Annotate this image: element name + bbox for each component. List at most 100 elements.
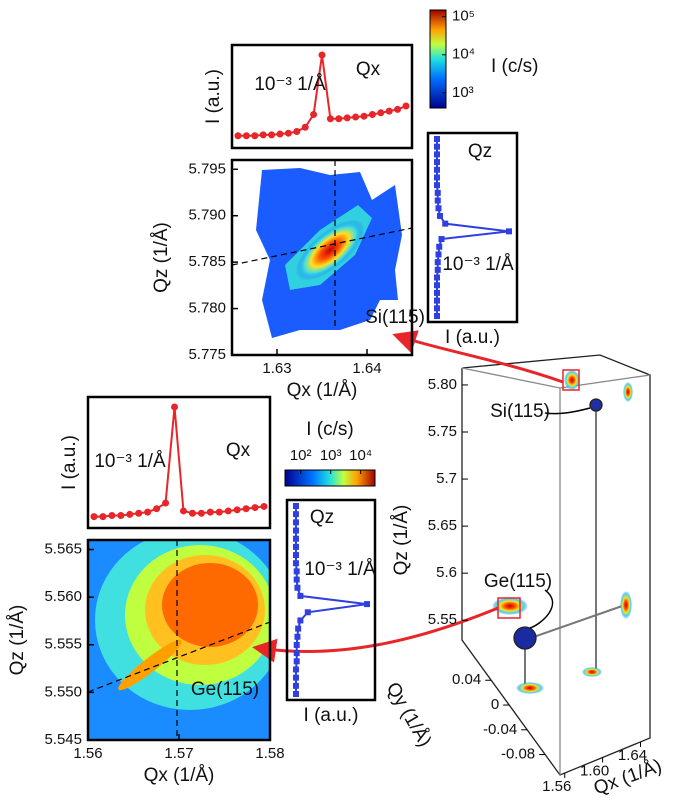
profile-point [506,228,512,235]
profile-point [292,535,299,542]
colorbar-title: I (c/s) [306,419,354,440]
profile-point [434,305,440,312]
y-tick-label: 5.565 [44,540,82,557]
profile-point [434,166,440,173]
profile-point [117,511,125,519]
profile-point [293,641,300,648]
profile-point [292,511,299,518]
profile-point [442,220,449,227]
profile-point [179,507,187,515]
profile-point [276,130,284,138]
profile-point [292,560,299,567]
profile-point [434,297,440,304]
profile-point [215,508,223,516]
z-tick-label: 5.65 [428,517,457,534]
profile-point [394,105,402,113]
x-tick-label: 1.63 [262,360,291,377]
profile-point [434,313,440,319]
profile-point [434,136,440,142]
profile-point [144,508,152,516]
z-tick-label: 5.75 [428,423,457,440]
profile-point [292,527,299,534]
profile-point [437,212,443,219]
y-tick-label: 5.775 [188,346,226,363]
y-tick-label: -0.08 [501,746,535,763]
profile-point [435,251,442,258]
y-axis-label: Qz (1/Å) [151,222,172,293]
profile-point [251,504,259,512]
profile-point [259,131,267,139]
profile-point [352,113,360,121]
profile-point [292,682,299,689]
profile-point [434,182,440,189]
annotation: Qz [310,507,334,528]
z-tick-label: 5.6 [436,564,457,581]
profile-point [385,107,393,115]
profile-point [292,552,299,559]
z-tick-label: 5.7 [436,470,457,487]
annotation: Si(115) [365,307,425,328]
y-tick-label: 5.795 [188,160,226,177]
y-tick-label: -0.04 [483,721,517,738]
y-axis-label: Qy (1/Å) [382,679,436,751]
colorbar-tick-label: 10³ [452,84,474,101]
profile-point [294,584,301,591]
profile-point [292,519,299,526]
y-axis-label: I (a.u.) [59,435,80,490]
profile-point [90,513,98,521]
x-tick-label: 1.56 [542,778,571,795]
x-axis-label: I (a.u.) [304,705,359,726]
profile-point [293,658,300,665]
profile-point [310,111,318,118]
profile-point [292,691,299,697]
annotation: 10⁻³ 1/Å [254,74,326,95]
profile-point [368,111,376,118]
profile-point [301,123,309,131]
connector-arrows [252,330,591,663]
profile-point [434,143,440,150]
colorbar-tick-label: 10⁵ [452,8,475,25]
profile-point [318,51,326,59]
frame [230,158,414,357]
profile-point [304,609,311,616]
y-axis-label: I (a.u.) [203,69,224,124]
profile-point [292,503,299,509]
x-tick-label: 1.58 [255,745,284,762]
x-axis-label: Qx (1/Å) [287,380,358,401]
profile-point [153,505,161,513]
profile-point [343,114,351,122]
colorbar-tick-label: 10³ [320,447,342,464]
profile-point [108,511,116,519]
colorbar-tick-label: 10⁴ [452,46,475,63]
profile-point [377,109,385,117]
y-tick-label: 5.560 [44,588,82,605]
profile-point [197,509,205,517]
colorbar-title: I (c/s) [491,56,539,77]
y-tick-label: 5.780 [188,300,226,317]
profile-point [434,174,440,181]
frame [86,395,272,530]
x-tick-label: 1.64 [352,360,381,377]
annotation: Qx [226,440,251,461]
y-tick-label: 0 [491,696,499,713]
profile-point [434,266,441,273]
x-tick-label: 1.56 [73,745,102,762]
colorbar-tick-label: 10⁴ [349,447,372,464]
profile-point [434,282,440,289]
x-tick-label: 1.64 [618,747,647,764]
profile-point [126,510,134,518]
profile-point [435,205,442,212]
profile-point [297,592,304,599]
profile-point [293,568,300,575]
annotation: 10⁻³ 1/Å [442,254,514,275]
profile-point [206,508,214,516]
y-tick-label: 5.545 [44,731,82,748]
profile-point [434,189,441,196]
box3d-frame [461,354,651,776]
profile-point [434,259,441,266]
profile-point [434,151,440,158]
z-axis-label: Qz (1/Å) [391,505,412,576]
y-tick-label: 0.04 [452,671,481,688]
profile-point [335,115,343,123]
